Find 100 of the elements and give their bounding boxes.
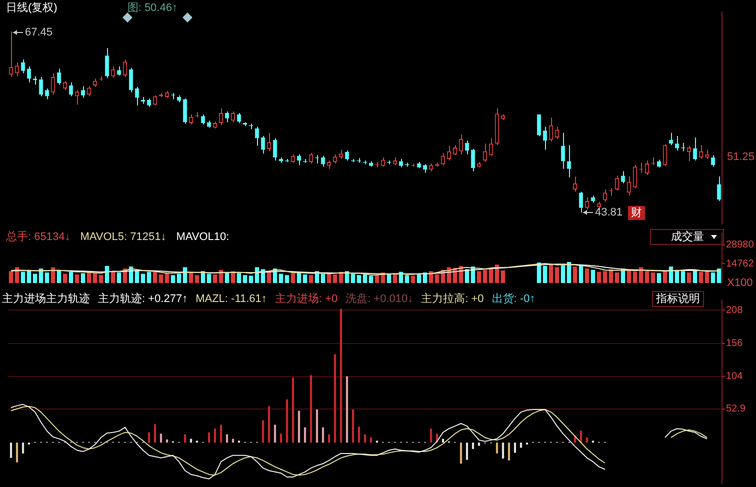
bar [358, 426, 360, 443]
bar [476, 271, 482, 283]
bar [184, 434, 186, 443]
bar [284, 275, 290, 283]
bar [644, 271, 650, 283]
candlestick [692, 137, 698, 161]
bar [632, 272, 638, 283]
bar [8, 271, 14, 283]
bar [362, 274, 368, 283]
candlestick [566, 144, 572, 178]
bar [466, 442, 468, 460]
candlestick [8, 31, 14, 78]
bar [262, 420, 264, 443]
y-tick-label: 28980 [726, 240, 754, 251]
bar [154, 424, 156, 443]
annotation: 主力拉高: +0 [421, 292, 484, 306]
bar [236, 273, 242, 283]
annotation: MAVOL5: 71251↓ [80, 230, 166, 244]
bar [472, 442, 474, 449]
bar [404, 275, 410, 283]
bar [662, 271, 668, 283]
bar [274, 424, 276, 443]
bar [602, 271, 608, 283]
bar [656, 273, 662, 283]
bar [496, 442, 498, 454]
bar [686, 272, 692, 283]
bar [208, 432, 210, 443]
bar [586, 438, 588, 443]
bar [478, 442, 480, 446]
bar [32, 274, 38, 283]
bar [20, 272, 26, 283]
bar [346, 376, 348, 443]
bar [368, 276, 374, 283]
bar [548, 264, 554, 283]
bar [278, 274, 284, 283]
candlestick [488, 138, 494, 156]
bar [566, 262, 572, 283]
bar [302, 274, 308, 283]
candlestick [260, 135, 266, 154]
bar [614, 272, 620, 283]
y-tick-label: 156 [726, 338, 744, 350]
bar [188, 272, 194, 283]
annotation: 财 [628, 206, 645, 220]
candlestick [338, 149, 344, 160]
bar [328, 434, 330, 443]
y-tick-label: 14762 [726, 258, 754, 270]
bar [554, 267, 560, 283]
candlestick [110, 66, 116, 78]
candlestick [80, 86, 86, 98]
bar [10, 442, 12, 458]
bar [502, 442, 504, 459]
annotation: 67.45 [25, 26, 53, 39]
candlestick [548, 117, 554, 142]
bar [22, 442, 24, 454]
bar [160, 434, 162, 443]
bar [146, 272, 152, 283]
bar [158, 274, 164, 283]
candlestick [614, 175, 620, 191]
candlestick [380, 156, 386, 168]
bar [286, 399, 288, 443]
bar [170, 275, 176, 283]
bar [320, 274, 326, 283]
bar [698, 272, 704, 283]
annotation: 洗盘: +0.010↓ [346, 292, 414, 306]
bar [352, 410, 354, 443]
y-tick-label: 208 [726, 304, 744, 316]
bar [334, 354, 336, 443]
text: 51.25 [727, 150, 755, 164]
bar [148, 432, 150, 443]
bar [350, 274, 356, 283]
bar [80, 273, 86, 283]
bar [308, 275, 314, 283]
bar [322, 427, 324, 443]
bar [410, 276, 416, 283]
bar [356, 275, 362, 283]
bar [370, 438, 372, 443]
bar [650, 272, 656, 283]
chart-title: 主力进场主力轨迹 [2, 292, 90, 306]
bar [520, 442, 522, 448]
bar [716, 268, 722, 283]
candlestick [200, 114, 206, 126]
bar [364, 434, 366, 443]
bar [280, 434, 282, 443]
bar [248, 276, 254, 283]
bar [224, 272, 230, 283]
text: X100 [727, 276, 753, 290]
annotation: 出货: -0↑ [492, 292, 536, 306]
bar [140, 274, 146, 283]
candlestick [104, 47, 110, 78]
candlestick [644, 160, 650, 176]
candlestick [50, 72, 56, 96]
bar [292, 378, 294, 443]
candlestick [452, 144, 458, 156]
bar [584, 268, 590, 283]
candlestick [320, 155, 326, 168]
bar [590, 270, 596, 283]
bar [268, 406, 270, 443]
bar [596, 272, 602, 283]
bar [68, 272, 74, 283]
annotation: 主力轨迹: +0.277↑ [98, 292, 188, 306]
